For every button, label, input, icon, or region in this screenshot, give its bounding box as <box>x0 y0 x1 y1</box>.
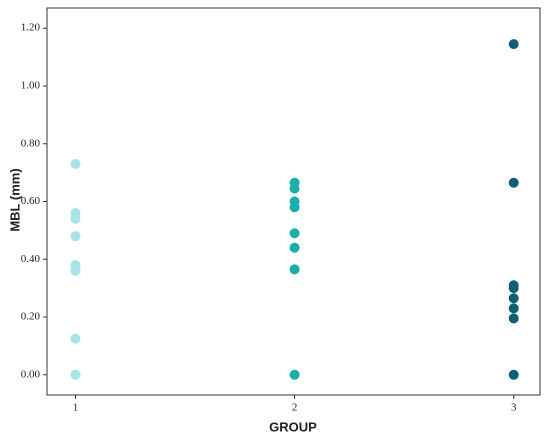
point <box>289 183 300 194</box>
y-tick-label: 0.00 <box>21 368 41 380</box>
point <box>508 177 519 188</box>
point <box>508 293 519 304</box>
point <box>289 242 300 253</box>
y-tick-label: 0.80 <box>21 137 41 149</box>
y-tick-label: 1.20 <box>21 22 41 34</box>
point <box>508 303 519 314</box>
x-axis-title: GROUP <box>269 419 317 434</box>
point <box>70 158 81 169</box>
y-axis-title: MBL (mm) <box>7 168 22 231</box>
point <box>508 369 519 380</box>
y-tick-label: 0.20 <box>21 311 41 323</box>
point <box>70 369 81 380</box>
point <box>289 228 300 239</box>
point <box>70 333 81 344</box>
point <box>508 283 519 294</box>
y-tick-label: 1.00 <box>21 80 41 92</box>
x-tick-label: 2 <box>292 402 298 414</box>
point <box>508 39 519 50</box>
point <box>70 265 81 276</box>
x-tick-label: 3 <box>511 402 517 414</box>
point <box>289 202 300 213</box>
point <box>289 369 300 380</box>
y-tick-label: 0.40 <box>21 253 41 265</box>
x-tick-label: 1 <box>73 402 79 414</box>
point <box>70 231 81 242</box>
y-tick-label: 0.60 <box>21 195 41 207</box>
point <box>289 264 300 275</box>
point <box>508 313 519 324</box>
point <box>70 213 81 224</box>
